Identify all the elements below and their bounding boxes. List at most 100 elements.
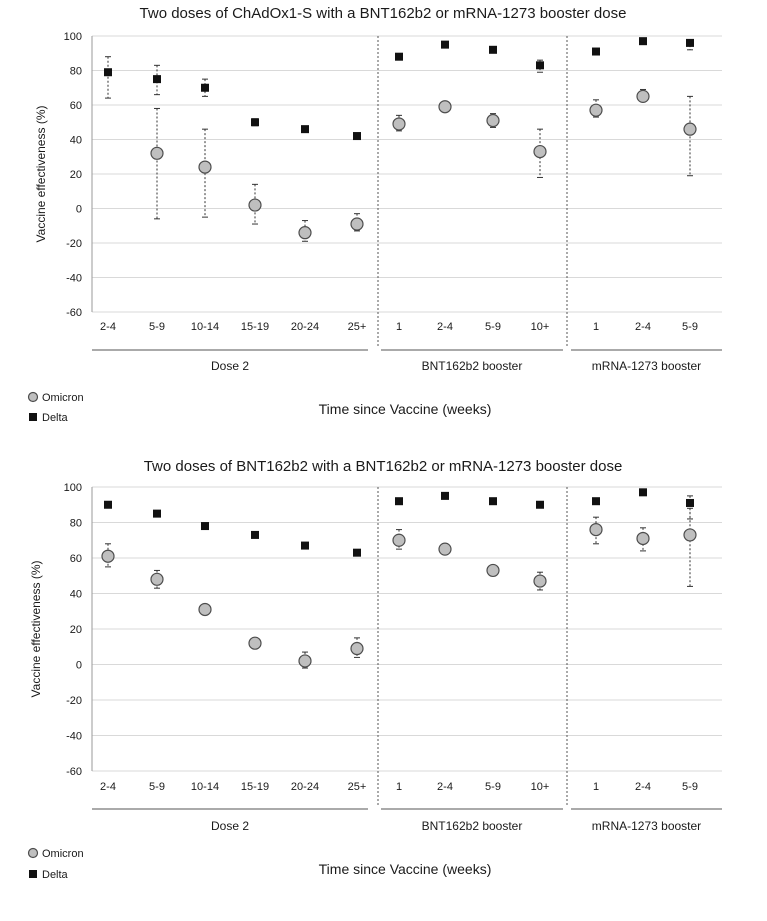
legend-marker-omicron <box>27 391 39 403</box>
data-point-omicron <box>350 217 364 231</box>
data-point-omicron <box>198 602 212 617</box>
data-point-omicron <box>298 226 312 240</box>
data-point-omicron <box>150 146 164 160</box>
y-axis-label: Vaccine effectiveness (%) <box>34 106 48 243</box>
data-point-omicron <box>438 542 452 556</box>
chart-panel-1: Two doses of ChAdOx1-S with a BNT162b2 o… <box>27 5 722 424</box>
data-point-delta <box>251 530 259 539</box>
data-point-delta <box>104 500 112 509</box>
data-point-omicron <box>150 572 164 586</box>
x-tick-label: 25+ <box>348 321 367 333</box>
data-point-omicron <box>392 117 406 131</box>
x-tick-label: 2-4 <box>100 321 116 333</box>
data-point-omicron <box>636 531 650 546</box>
data-point-omicron <box>533 144 547 159</box>
data-point-omicron <box>298 654 312 668</box>
x-tick-label: 10+ <box>531 781 550 793</box>
y-tick-label: 80 <box>70 518 82 530</box>
data-point-omicron <box>486 113 500 128</box>
x-tick-label: 5-9 <box>485 781 501 793</box>
x-tick-label: 15-19 <box>241 781 269 793</box>
legend: Omicron Delta <box>27 391 84 424</box>
x-tick-label: 1 <box>396 321 402 333</box>
x-tick-label: 5-9 <box>682 781 698 793</box>
y-tick-label: -40 <box>66 273 82 285</box>
data-point-delta <box>489 497 497 506</box>
x-tick-label: 20-24 <box>291 781 319 793</box>
data-point-omicron <box>438 100 452 114</box>
y-tick-label: -60 <box>66 307 82 319</box>
x-tick-label: 2-4 <box>437 781 453 793</box>
data-point-delta <box>301 541 309 550</box>
y-tick-label: 100 <box>64 482 82 494</box>
x-axis-label: Time since Vaccine (weeks) <box>319 401 492 417</box>
x-tick-label: 2-4 <box>635 321 651 333</box>
legend-label-delta: Delta <box>42 412 69 424</box>
y-axis-label: Vaccine effectiveness (%) <box>29 561 43 698</box>
chart-panel-2: Two doses of BNT162b2 with a BNT162b2 or… <box>27 458 722 881</box>
x-tick-label: 1 <box>593 321 599 333</box>
x-tick-label: 15-19 <box>241 321 269 333</box>
data-point-delta <box>201 522 209 531</box>
data-point-delta <box>536 500 544 509</box>
data-point-omicron <box>533 574 547 588</box>
x-tick-label: 2-4 <box>100 781 116 793</box>
x-tick-label: 10+ <box>531 321 550 333</box>
y-tick-label: 80 <box>70 66 82 78</box>
x-tick-label: 10-14 <box>191 321 219 333</box>
x-tick-label: 5-9 <box>149 781 165 793</box>
y-tick-label: 40 <box>70 135 82 147</box>
data-point-delta <box>104 68 112 77</box>
y-tick-label: 20 <box>70 169 82 181</box>
chart-title: Two doses of ChAdOx1-S with a BNT162b2 o… <box>140 5 627 22</box>
data-point-delta <box>592 47 600 56</box>
data-point-omicron <box>683 528 697 542</box>
legend-marker-delta <box>29 413 37 421</box>
x-tick-label: 20-24 <box>291 321 319 333</box>
data-point-delta <box>201 83 209 92</box>
data-point-delta <box>686 38 694 47</box>
data-point-delta <box>395 52 403 61</box>
data-point-delta <box>441 491 449 500</box>
legend-label-delta: Delta <box>42 869 69 881</box>
y-tick-label: 40 <box>70 589 82 601</box>
group-label: BNT162b2 booster <box>422 819 523 833</box>
x-axis-label: Time since Vaccine (weeks) <box>319 861 492 877</box>
y-tick-label: 0 <box>76 660 82 672</box>
legend: Omicron Delta <box>27 847 84 881</box>
data-point-omicron <box>392 533 406 547</box>
group-label: mRNA-1273 booster <box>592 359 701 373</box>
x-tick-label: 1 <box>396 781 402 793</box>
y-tick-label: -20 <box>66 695 82 707</box>
chart-title: Two doses of BNT162b2 with a BNT162b2 or… <box>144 458 623 475</box>
group-label: Dose 2 <box>211 819 249 833</box>
data-point-delta <box>536 61 544 70</box>
group-label: BNT162b2 booster <box>422 359 523 373</box>
data-point-omicron <box>350 641 364 656</box>
data-point-omicron <box>198 160 212 174</box>
x-tick-label: 10-14 <box>191 781 219 793</box>
data-point-delta <box>251 118 259 127</box>
data-point-delta <box>353 132 361 141</box>
data-point-delta <box>153 509 161 518</box>
data-point-omicron <box>248 636 262 650</box>
x-tick-label: 1 <box>593 781 599 793</box>
y-tick-label: 100 <box>64 31 82 43</box>
legend-marker-delta <box>29 870 37 878</box>
y-tick-label: -20 <box>66 238 82 250</box>
group-label: Dose 2 <box>211 359 249 373</box>
data-point-delta <box>441 40 449 49</box>
y-tick-label: 20 <box>70 624 82 636</box>
data-point-omicron <box>101 549 115 563</box>
x-tick-label: 2-4 <box>635 781 651 793</box>
data-point-delta <box>395 497 403 506</box>
data-point-omicron <box>683 122 697 136</box>
legend-marker-omicron <box>27 847 39 859</box>
data-point-omicron <box>589 103 603 117</box>
group-label: mRNA-1273 booster <box>592 819 701 833</box>
data-point-omicron <box>636 89 650 103</box>
data-point-delta <box>592 497 600 506</box>
data-point-omicron <box>589 522 603 537</box>
y-tick-label: -40 <box>66 731 82 743</box>
